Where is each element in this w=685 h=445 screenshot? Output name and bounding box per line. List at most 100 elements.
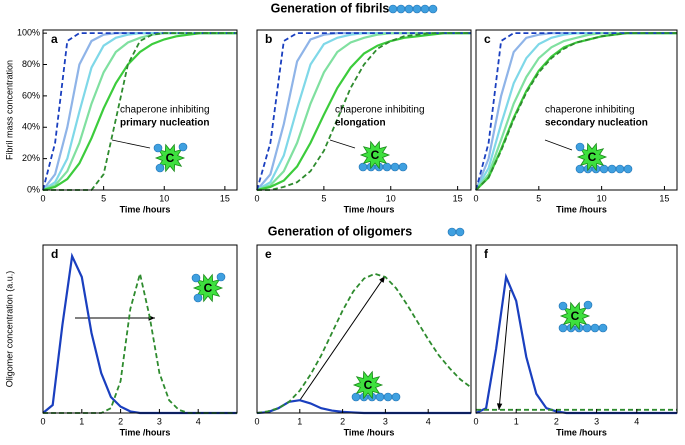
bead — [390, 162, 400, 172]
bead — [598, 323, 608, 333]
section-title: Generation of oligomers — [268, 224, 413, 238]
chaperone-star — [359, 140, 391, 170]
x-tick-label: 0 — [40, 193, 45, 203]
annotation: primary nucleation — [120, 118, 209, 129]
bead — [455, 227, 465, 237]
x-axis-label: Time /hours — [120, 204, 171, 214]
x-tick-label: 0 — [473, 193, 478, 203]
x-tick-label: 0 — [40, 416, 45, 426]
chaperone-label: C — [371, 148, 380, 162]
x-tick-label: 3 — [383, 416, 388, 426]
bead — [590, 323, 600, 333]
x-axis-label: Time /hours — [556, 427, 607, 437]
x-tick-label: 4 — [634, 416, 639, 426]
panel-letter: d — [51, 247, 58, 261]
panel-letter: e — [265, 247, 272, 261]
x-tick-label: 0 — [254, 416, 259, 426]
x-axis-label: Time /hours — [344, 427, 395, 437]
x-tick-label: 0 — [473, 416, 478, 426]
y-tick-label: 40% — [22, 122, 40, 132]
bead — [404, 4, 414, 14]
x-tick-label: 5 — [101, 193, 106, 203]
x-tick-label: 3 — [594, 416, 599, 426]
panel-letter: c — [484, 32, 491, 46]
bead — [396, 4, 406, 14]
bead — [191, 273, 201, 283]
series-line — [475, 272, 677, 415]
chaperone-star — [559, 301, 591, 331]
x-tick-label: 1 — [514, 416, 519, 426]
panel-letter: f — [484, 247, 489, 261]
x-tick-label: 1 — [79, 416, 84, 426]
x-tick-label: 2 — [118, 416, 123, 426]
chaperone-star — [154, 143, 186, 173]
bead — [391, 392, 401, 402]
bead — [575, 164, 585, 174]
bead — [575, 142, 585, 152]
annotation: secondary nucleation — [545, 118, 648, 129]
pointer — [329, 139, 356, 149]
x-tick-label: 4 — [196, 416, 201, 426]
annotation: chaperone inhibiting — [335, 105, 425, 116]
section-title: Generation of fibrils — [271, 1, 390, 15]
y-axis-label: Fibril mass concentration — [4, 60, 14, 160]
chaperone-star — [576, 142, 608, 172]
x-tick-label: 15 — [453, 193, 463, 203]
plot-frame — [42, 244, 238, 414]
x-tick-label: 5 — [321, 193, 326, 203]
x-tick-label: 10 — [386, 193, 396, 203]
x-tick-label: 15 — [659, 193, 669, 203]
x-tick-label: 4 — [426, 416, 431, 426]
y-tick-label: 60% — [22, 90, 40, 100]
bead — [398, 162, 408, 172]
bead — [216, 272, 226, 282]
bead — [153, 143, 163, 153]
x-tick-label: 10 — [597, 193, 607, 203]
bead — [583, 300, 593, 310]
x-tick-label: 3 — [157, 416, 162, 426]
bead — [155, 163, 165, 173]
bead — [412, 4, 422, 14]
arrow — [498, 289, 511, 411]
x-tick-label: 2 — [554, 416, 559, 426]
series-line — [475, 32, 677, 191]
x-tick-label: 2 — [340, 416, 345, 426]
bead — [383, 392, 393, 402]
bead — [375, 392, 385, 402]
panel-letter: a — [51, 32, 58, 46]
series-line — [257, 32, 471, 191]
chaperone-label: C — [571, 309, 580, 323]
arrow-head — [496, 403, 503, 410]
panel-letter: b — [265, 32, 272, 46]
x-tick-label: 0 — [254, 193, 259, 203]
annotation: chaperone inhibiting — [120, 105, 210, 116]
bead — [447, 227, 457, 237]
annotation: chaperone inhibiting — [545, 105, 635, 116]
bead — [178, 142, 188, 152]
y-axis-label: Oligomer concentration (a.u.) — [4, 271, 14, 388]
bead — [428, 4, 438, 14]
x-tick-label: 15 — [220, 193, 230, 203]
bead — [558, 323, 568, 333]
bead — [558, 301, 568, 311]
x-tick-label: 10 — [159, 193, 169, 203]
bead — [382, 162, 392, 172]
chaperone-label: C — [364, 378, 373, 392]
x-axis-label: Time /hours — [344, 204, 395, 214]
bead — [599, 164, 609, 174]
bead — [420, 4, 430, 14]
bead — [607, 164, 617, 174]
y-tick-label: 100% — [17, 28, 40, 38]
y-tick-label: 80% — [22, 59, 40, 69]
bead — [388, 4, 398, 14]
arrow-head — [379, 276, 385, 283]
bead — [623, 164, 633, 174]
series-line — [256, 32, 471, 192]
x-tick-label: 5 — [536, 193, 541, 203]
plot-frame — [475, 29, 678, 191]
bead — [358, 162, 368, 172]
plot-frame — [42, 29, 238, 191]
bead — [351, 392, 361, 402]
x-axis-label: Time /hours — [120, 427, 171, 437]
x-axis-label: Time /hours — [556, 204, 607, 214]
